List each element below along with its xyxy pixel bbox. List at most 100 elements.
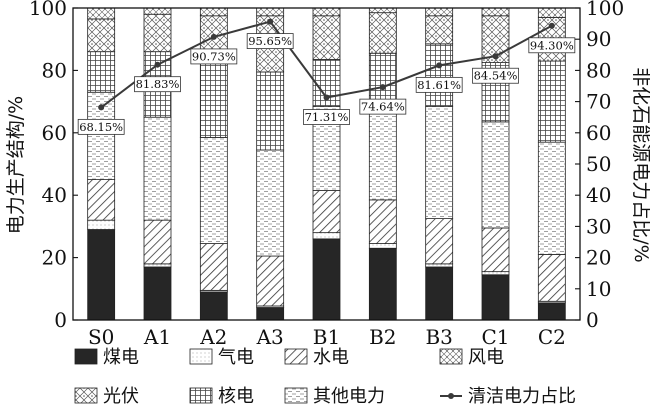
bar-segment	[368, 109, 397, 201]
y2-tick-label: 80	[586, 58, 611, 82]
line-point	[379, 84, 386, 91]
y2-tick-label: 60	[586, 121, 611, 145]
legend-label: 煤电	[103, 347, 139, 368]
x-tick-label: A1	[143, 325, 171, 349]
line-point	[323, 94, 330, 101]
bar-segment	[87, 7, 116, 20]
data-label: 84.54%	[472, 67, 519, 84]
y2-tick-label: 40	[586, 183, 611, 207]
bar-segment	[199, 15, 228, 51]
y2-tick-label: 70	[586, 90, 611, 114]
bar-segment	[425, 263, 454, 268]
bar-segment	[425, 15, 454, 45]
left-axis: 0 20 40 60 80 100	[29, 0, 78, 332]
data-label-text: 81.61%	[417, 78, 461, 92]
plot-area: 68.15% 81.83% 90.73% 95.65% 71.31% 74.64% 81.6…	[72, 7, 581, 321]
bar-segment	[256, 7, 285, 17]
bar-segment	[87, 219, 116, 230]
data-label-text: 68.15%	[79, 120, 123, 134]
bar-segment	[368, 247, 397, 321]
bar-segment	[87, 229, 116, 321]
bar-segment	[199, 49, 228, 138]
data-label-box	[77, 118, 125, 135]
bar-segment	[312, 232, 341, 240]
x-tick-label: B3	[425, 325, 452, 349]
y2-tick-label: 10	[586, 277, 611, 301]
bar-segment	[256, 149, 285, 257]
data-label-box	[528, 37, 576, 54]
legend-swatch	[284, 387, 308, 404]
bar-segment	[425, 7, 454, 17]
bar-segment	[199, 137, 228, 244]
legend-swatch	[74, 348, 98, 365]
legend-item: 核电	[189, 386, 254, 407]
bar-segment	[312, 190, 341, 234]
y2-tick-label: 20	[586, 246, 611, 270]
bar-segment	[312, 15, 341, 60]
data-label-box	[472, 67, 519, 84]
bar-segment	[199, 243, 228, 291]
line-point	[98, 104, 105, 111]
y2-tick-label: 0	[586, 308, 599, 332]
y-tick-label: 20	[42, 246, 67, 270]
bar-segment	[481, 121, 510, 229]
legend-label: 光伏	[103, 386, 139, 407]
data-label-text: 81.83%	[136, 77, 180, 91]
line-point	[548, 22, 555, 29]
bar-segment	[425, 218, 454, 265]
data-label: 71.31%	[303, 109, 350, 125]
bar-segment	[481, 274, 510, 321]
y-tick-label: 40	[42, 183, 67, 207]
x-axis: S0 A1 A2 A3 B1 B2 B3 C1 C2	[88, 325, 566, 349]
bar-segment	[143, 7, 172, 15]
line-point	[154, 61, 161, 68]
y-tick-label: 0	[54, 308, 67, 332]
bar-segment	[425, 43, 454, 107]
legend-marker	[448, 393, 454, 399]
y2-tick-label: 30	[586, 214, 611, 238]
bar-segment	[312, 7, 341, 17]
bar-segment	[199, 291, 228, 321]
data-label-text: 84.54%	[474, 69, 518, 83]
data-label-text: 95.65%	[248, 34, 292, 48]
y-axis-title: 电力生产结构/%	[5, 96, 27, 234]
y2-axis-title: 非化石能源电力占比/%	[630, 67, 650, 262]
y-tick-label: 100	[29, 0, 67, 20]
bar-segment	[368, 243, 397, 249]
data-label: 68.15%	[77, 118, 125, 135]
data-label-box	[303, 109, 350, 125]
data-label: 74.64%	[359, 98, 407, 115]
bar-segment	[537, 7, 566, 18]
legend-item: 煤电	[74, 347, 139, 368]
legend-swatch	[189, 387, 213, 404]
legend-swatch	[189, 348, 213, 365]
legend-swatch	[439, 348, 463, 365]
legend-label: 气电	[218, 347, 254, 368]
data-label-text: 94.30%	[530, 38, 574, 52]
bar-segment	[312, 238, 341, 321]
data-label-text: 74.64%	[361, 100, 405, 114]
bar-segment	[425, 266, 454, 321]
data-label-text: 90.73%	[192, 49, 236, 63]
bar-segment	[143, 219, 172, 265]
bar-segment	[256, 71, 285, 151]
bar-segment	[537, 141, 566, 255]
legend-label: 风电	[468, 347, 504, 368]
y-tick-label: 60	[42, 121, 67, 145]
data-label: 94.30%	[528, 37, 576, 54]
line-point	[210, 33, 217, 40]
line-point	[492, 53, 499, 60]
legend-label: 水电	[313, 347, 349, 368]
legend-label: 其他电力	[313, 386, 385, 407]
x-tick-label: S0	[88, 325, 114, 349]
right-axis: 0 10 20 30 40 50 60 70 80 90 100	[575, 0, 624, 332]
bar-segment	[425, 105, 454, 219]
bar-segment	[199, 7, 228, 17]
legend-item: 风电	[439, 347, 504, 368]
data-label-box	[190, 48, 238, 65]
y-tick-label: 80	[42, 58, 67, 82]
line-point	[267, 18, 274, 25]
data-label: 81.61%	[415, 76, 463, 93]
